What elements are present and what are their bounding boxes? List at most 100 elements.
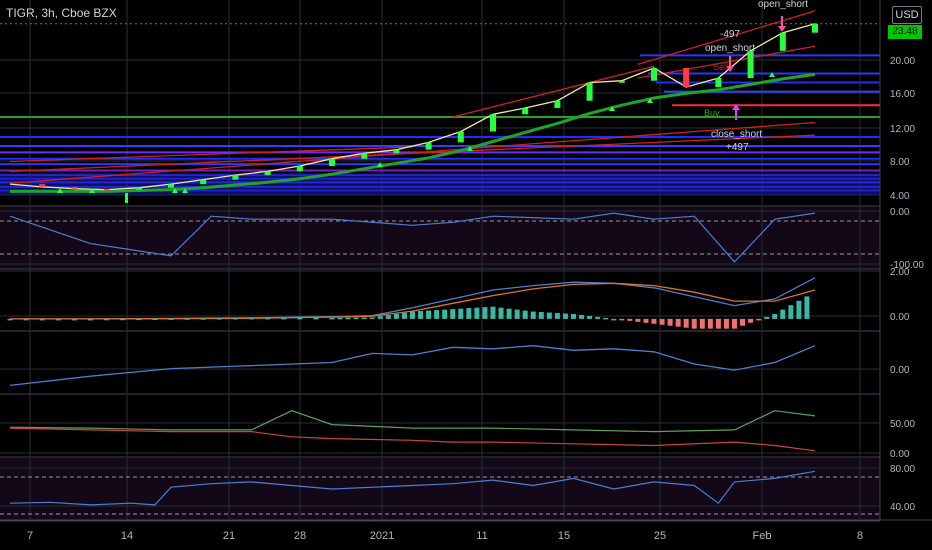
price-line	[9, 23, 816, 191]
macd-histogram-bar	[385, 315, 391, 319]
macd-histogram-bar	[426, 310, 432, 319]
y-tick-label: 16.00	[890, 89, 915, 100]
macd-histogram-bar	[659, 318, 665, 325]
price-candle	[329, 158, 335, 166]
macd-histogram-bar	[249, 317, 254, 320]
last-price-tag: 23.48	[888, 25, 922, 39]
macd-histogram-bar	[104, 318, 110, 321]
price-candle	[168, 184, 174, 188]
macd-histogram-bar	[804, 296, 810, 319]
macd-histogram-bar	[756, 318, 762, 321]
buy-signal-triangle	[89, 188, 95, 193]
price-candle	[586, 82, 593, 101]
x-tick-label: 2021	[370, 530, 394, 542]
macd-histogram-bar	[780, 309, 786, 319]
macd-histogram-bar	[281, 317, 287, 320]
di-minus-line	[9, 427, 816, 452]
macd-histogram-bar	[88, 318, 93, 321]
price-candle	[393, 149, 400, 154]
macd-histogram-bar	[39, 318, 45, 321]
price-candle	[812, 23, 818, 33]
macd-histogram-bar	[715, 318, 721, 329]
y-tick-label: 0.00	[890, 312, 910, 323]
macd-histogram-bar	[458, 308, 464, 319]
x-tick-label: 7	[27, 530, 33, 542]
macd-histogram-bar	[120, 318, 126, 321]
macd-histogram-bar	[788, 305, 794, 319]
price-candle	[71, 186, 78, 189]
price-candle	[779, 32, 786, 51]
macd-histogram-bar	[740, 318, 746, 326]
macd-histogram-bar	[23, 318, 29, 321]
x-tick-label: Feb	[753, 530, 772, 542]
price-candle	[651, 68, 657, 81]
trade-annotations: open_short -497 open_short Sell Buy clos…	[704, 0, 808, 153]
x-tick-label: 25	[654, 530, 666, 542]
pane-background	[0, 207, 880, 268]
buy-signal-triangle	[609, 106, 615, 111]
macd-histogram-bar	[329, 317, 335, 320]
macd-histogram-bar	[603, 317, 609, 320]
price-level-band	[0, 173, 880, 196]
macd-histogram-bar	[675, 318, 681, 327]
macd-histogram-bar	[152, 318, 158, 320]
macd-histogram-bar	[232, 318, 238, 320]
y-tick-label: -100.00	[890, 260, 924, 271]
price-candle	[683, 68, 690, 88]
price-candle	[103, 188, 110, 191]
macd-histogram-bar	[691, 318, 697, 329]
macd-signal-line	[10, 282, 816, 320]
price-candle	[264, 171, 271, 176]
macd-histogram-bar	[723, 318, 729, 329]
macd-histogram-bar	[136, 318, 142, 321]
macd-histogram-bar	[579, 314, 585, 319]
macd-histogram-bar	[7, 318, 13, 321]
signal-markers	[39, 16, 818, 203]
annotation-open-short-mid: open_short	[705, 43, 755, 54]
sell-arrowhead	[778, 26, 786, 32]
indicator-lines	[9, 23, 816, 506]
x-tick-label: 15	[558, 530, 570, 542]
macd-histogram-bar	[297, 317, 303, 320]
macd-histogram-bar	[627, 318, 633, 321]
macd-histogram-bar	[313, 317, 319, 320]
macd-histogram-bar	[55, 318, 61, 321]
buy-signal-triangle	[182, 188, 188, 193]
macd-histogram-bar	[345, 317, 351, 320]
y-tick-label: 50.00	[890, 419, 915, 430]
buy-signal-triangle	[769, 72, 775, 77]
price-candle	[232, 175, 239, 180]
di-plus-line	[9, 410, 816, 433]
price-candle	[554, 100, 561, 108]
macd-histogram-bar	[699, 318, 705, 329]
price-candle	[522, 107, 529, 115]
trend-channel-line	[9, 146, 413, 163]
macd-histogram-bar	[418, 311, 424, 319]
macd-histogram-bar	[707, 318, 713, 329]
sell-arrowhead	[726, 66, 734, 72]
currency-button[interactable]: USD	[892, 6, 922, 24]
trend-channel-line	[637, 10, 816, 66]
y-tick-label: 0.00	[890, 207, 910, 218]
trend-channel-line	[637, 45, 816, 79]
macd-histogram-bar	[490, 306, 496, 319]
x-tick-label: 14	[121, 530, 133, 542]
price-candle	[39, 184, 46, 187]
macd-histogram-bar	[595, 316, 601, 319]
macd-histogram-bar	[530, 311, 536, 319]
price-candle	[361, 153, 368, 159]
macd-histogram-bar	[732, 318, 737, 329]
symbol-label[interactable]: TIGR, 3h, Cboe BZX	[6, 6, 117, 20]
price-candle	[135, 187, 142, 190]
x-axis-labels: 7 14 21 28 2021 11 15 25 Feb 8	[27, 530, 863, 542]
macd-histogram-bar	[361, 317, 367, 320]
macd-histogram-bar	[466, 308, 472, 319]
macd-histogram-bar	[522, 310, 528, 319]
annotation-qty-neg: -497	[720, 29, 740, 40]
macd-histogram-bar	[482, 307, 488, 319]
macd-histogram-bar	[393, 313, 399, 319]
macd-histogram-bar	[71, 318, 77, 321]
macd-histogram-bar	[562, 313, 568, 319]
macd-histogram-bar	[683, 318, 689, 328]
